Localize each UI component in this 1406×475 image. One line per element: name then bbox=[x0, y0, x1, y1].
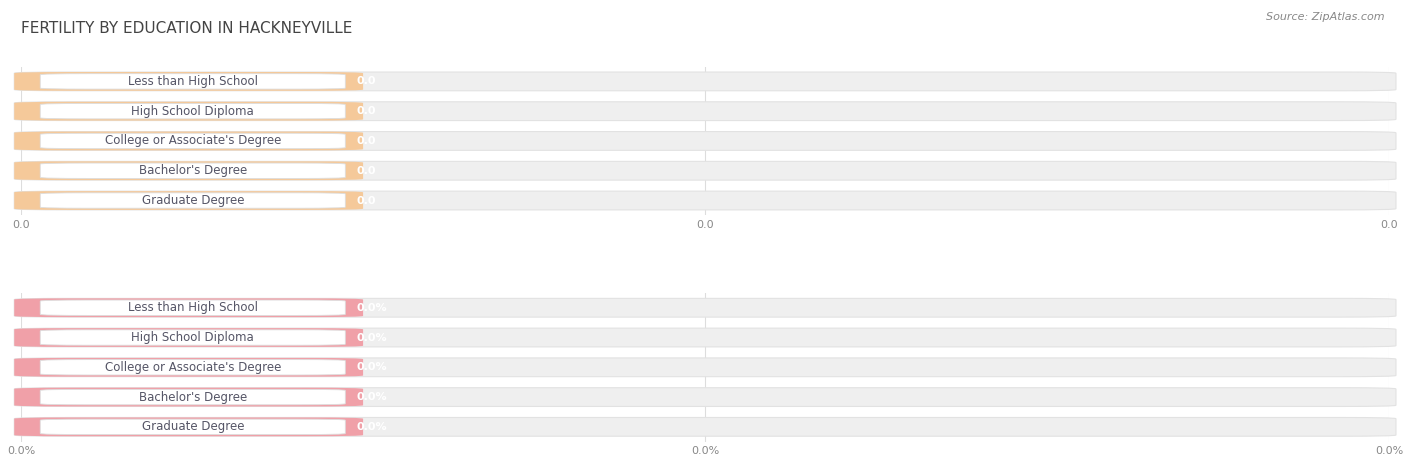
FancyBboxPatch shape bbox=[14, 191, 363, 210]
FancyBboxPatch shape bbox=[14, 388, 1396, 407]
FancyBboxPatch shape bbox=[14, 132, 363, 150]
FancyBboxPatch shape bbox=[14, 298, 363, 317]
FancyBboxPatch shape bbox=[41, 419, 346, 435]
FancyBboxPatch shape bbox=[14, 102, 1396, 121]
FancyBboxPatch shape bbox=[41, 163, 346, 179]
FancyBboxPatch shape bbox=[14, 162, 363, 180]
Text: 0.0: 0.0 bbox=[356, 136, 375, 146]
FancyBboxPatch shape bbox=[14, 418, 363, 436]
Text: High School Diploma: High School Diploma bbox=[131, 331, 254, 344]
Text: Bachelor's Degree: Bachelor's Degree bbox=[139, 390, 247, 404]
Text: High School Diploma: High School Diploma bbox=[131, 104, 254, 118]
Text: Less than High School: Less than High School bbox=[128, 75, 257, 88]
FancyBboxPatch shape bbox=[14, 328, 1396, 347]
Text: 0.0%: 0.0% bbox=[356, 392, 387, 402]
Text: 0.0%: 0.0% bbox=[356, 303, 387, 313]
FancyBboxPatch shape bbox=[14, 132, 1396, 150]
FancyBboxPatch shape bbox=[41, 390, 346, 405]
Text: Bachelor's Degree: Bachelor's Degree bbox=[139, 164, 247, 177]
Text: Graduate Degree: Graduate Degree bbox=[142, 194, 245, 207]
Text: 0.0: 0.0 bbox=[356, 106, 375, 116]
FancyBboxPatch shape bbox=[41, 330, 346, 345]
FancyBboxPatch shape bbox=[41, 360, 346, 375]
FancyBboxPatch shape bbox=[14, 418, 1396, 436]
Text: 0.0: 0.0 bbox=[356, 166, 375, 176]
FancyBboxPatch shape bbox=[14, 388, 363, 407]
FancyBboxPatch shape bbox=[41, 193, 346, 208]
Text: FERTILITY BY EDUCATION IN HACKNEYVILLE: FERTILITY BY EDUCATION IN HACKNEYVILLE bbox=[21, 21, 353, 37]
Text: Graduate Degree: Graduate Degree bbox=[142, 420, 245, 433]
Text: 0.0%: 0.0% bbox=[356, 422, 387, 432]
FancyBboxPatch shape bbox=[14, 358, 363, 377]
FancyBboxPatch shape bbox=[14, 162, 1396, 180]
FancyBboxPatch shape bbox=[41, 133, 346, 149]
FancyBboxPatch shape bbox=[41, 74, 346, 89]
FancyBboxPatch shape bbox=[14, 358, 1396, 377]
FancyBboxPatch shape bbox=[14, 102, 363, 121]
Text: 0.0%: 0.0% bbox=[356, 362, 387, 372]
Text: 0.0: 0.0 bbox=[356, 196, 375, 206]
FancyBboxPatch shape bbox=[41, 104, 346, 119]
Text: Less than High School: Less than High School bbox=[128, 301, 257, 314]
FancyBboxPatch shape bbox=[41, 300, 346, 315]
Text: College or Associate's Degree: College or Associate's Degree bbox=[104, 134, 281, 147]
FancyBboxPatch shape bbox=[14, 72, 363, 91]
FancyBboxPatch shape bbox=[14, 72, 1396, 91]
Text: Source: ZipAtlas.com: Source: ZipAtlas.com bbox=[1267, 12, 1385, 22]
Text: 0.0%: 0.0% bbox=[356, 332, 387, 342]
Text: 0.0: 0.0 bbox=[356, 76, 375, 86]
Text: College or Associate's Degree: College or Associate's Degree bbox=[104, 361, 281, 374]
FancyBboxPatch shape bbox=[14, 298, 1396, 317]
FancyBboxPatch shape bbox=[14, 328, 363, 347]
FancyBboxPatch shape bbox=[14, 191, 1396, 210]
